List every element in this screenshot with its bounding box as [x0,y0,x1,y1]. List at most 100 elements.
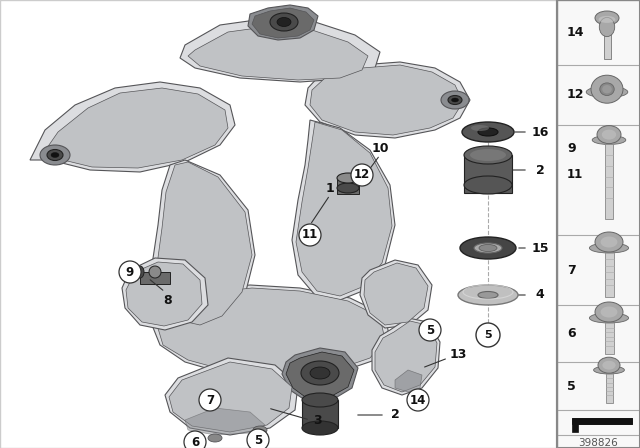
Polygon shape [30,82,235,172]
Text: 7: 7 [567,263,576,276]
Ellipse shape [337,173,359,183]
Ellipse shape [47,150,63,160]
Ellipse shape [302,393,338,407]
Ellipse shape [253,426,267,434]
Bar [464,155,512,193]
Circle shape [199,389,221,411]
Ellipse shape [589,243,628,253]
Text: 3: 3 [314,414,323,426]
Ellipse shape [460,237,516,259]
Circle shape [247,429,269,448]
Ellipse shape [149,266,161,278]
Ellipse shape [589,313,628,323]
Bar [140,272,170,284]
Polygon shape [157,288,385,375]
Bar [605,322,614,354]
Polygon shape [40,88,228,168]
Ellipse shape [337,183,359,193]
Ellipse shape [598,357,620,373]
Polygon shape [395,370,422,392]
Ellipse shape [458,285,518,305]
Polygon shape [185,408,265,435]
Ellipse shape [602,361,616,370]
Ellipse shape [597,125,621,144]
Polygon shape [286,352,354,399]
Circle shape [119,261,141,283]
Circle shape [351,164,373,186]
Ellipse shape [599,17,614,37]
Text: 12: 12 [567,89,584,102]
Circle shape [299,224,321,246]
Text: 2: 2 [390,409,399,422]
Ellipse shape [40,145,70,165]
Ellipse shape [595,11,619,25]
Text: 5: 5 [426,323,434,336]
Polygon shape [372,318,440,395]
Ellipse shape [479,245,497,251]
Text: 12: 12 [354,168,370,181]
Ellipse shape [208,434,222,442]
Circle shape [184,431,206,448]
Ellipse shape [602,129,616,139]
Ellipse shape [277,17,291,26]
Text: 1: 1 [326,181,334,194]
Text: 5: 5 [567,379,576,392]
Ellipse shape [474,243,502,253]
Polygon shape [296,122,392,296]
Bar [605,252,614,297]
Text: 9: 9 [126,266,134,279]
Circle shape [419,319,441,341]
Text: 11: 11 [567,168,583,181]
Text: 16: 16 [531,125,548,138]
Ellipse shape [591,75,623,103]
Polygon shape [282,348,358,402]
Polygon shape [157,162,252,325]
Ellipse shape [600,237,618,247]
Polygon shape [292,120,395,300]
Text: 13: 13 [449,349,467,362]
Text: 15: 15 [531,241,548,254]
Text: 5: 5 [254,434,262,447]
Polygon shape [126,262,202,326]
Polygon shape [180,18,380,82]
Ellipse shape [592,135,626,145]
Bar [557,0,640,448]
Ellipse shape [586,86,628,98]
Text: 10: 10 [371,142,388,155]
Ellipse shape [301,361,339,385]
Polygon shape [310,65,463,135]
Polygon shape [152,285,390,378]
Polygon shape [122,258,208,330]
Text: 398826: 398826 [579,438,618,448]
Polygon shape [364,263,428,325]
Text: 6: 6 [191,435,199,448]
Polygon shape [165,358,298,435]
Text: 9: 9 [567,142,575,155]
Ellipse shape [478,128,498,136]
Ellipse shape [441,91,469,109]
Text: 2: 2 [536,164,545,177]
Bar [337,178,359,194]
Text: 11: 11 [302,228,318,241]
Bar [557,0,640,448]
Ellipse shape [310,367,330,379]
Ellipse shape [478,292,498,298]
Ellipse shape [595,232,623,252]
Bar [605,144,613,219]
Polygon shape [572,418,632,432]
Polygon shape [360,260,432,328]
Polygon shape [572,418,632,424]
Ellipse shape [464,146,512,164]
Ellipse shape [136,266,144,278]
Circle shape [476,323,500,347]
Ellipse shape [51,152,59,158]
Text: 14: 14 [567,26,584,39]
Ellipse shape [448,95,462,104]
Ellipse shape [451,98,458,102]
Text: 8: 8 [164,293,172,306]
Ellipse shape [600,83,614,95]
Ellipse shape [464,176,512,194]
Ellipse shape [145,271,165,284]
Ellipse shape [598,16,616,23]
Ellipse shape [150,275,160,281]
